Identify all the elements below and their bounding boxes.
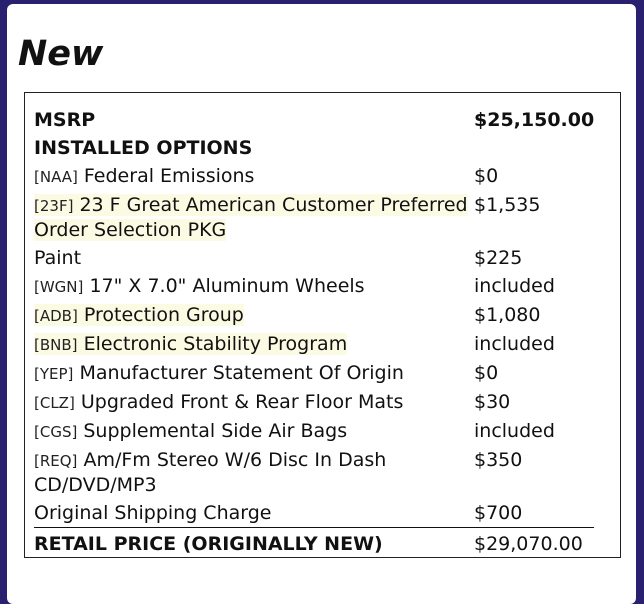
option-code: [NAA] xyxy=(34,168,78,186)
option-code: [REQ] xyxy=(34,452,78,470)
option-name: Protection Group xyxy=(83,304,244,326)
option-price: included xyxy=(474,333,555,355)
option-price: $700 xyxy=(474,502,523,524)
option-row: [23F] 23 F Great American Customer Prefe… xyxy=(34,191,594,244)
option-name: Electronic Stability Program xyxy=(83,333,348,355)
option-code: [YEP] xyxy=(34,365,74,383)
option-name: Supplemental Side Air Bags xyxy=(83,420,348,442)
msrp-value: $25,150.00 xyxy=(474,109,595,131)
options-header-row: INSTALLED OPTIONS xyxy=(34,134,594,162)
option-description: [BNB] Electronic Stability Program xyxy=(34,330,474,359)
option-price: included xyxy=(474,420,555,442)
option-code: [BNB] xyxy=(34,336,78,354)
option-row: [REQ] Am/Fm Stereo W/6 Disc In Dash CD/D… xyxy=(34,446,594,499)
option-price: $225 xyxy=(474,247,523,269)
option-code: [23F] xyxy=(34,197,74,215)
option-price: $1,535 xyxy=(474,194,541,216)
page-title: New xyxy=(18,34,104,74)
option-description: [YEP] Manufacturer Statement Of Origin xyxy=(34,359,474,388)
option-text: [YEP] Manufacturer Statement Of Origin xyxy=(34,362,404,384)
option-price: $350 xyxy=(474,449,523,471)
option-text: [WGN] 17" X 7.0" Aluminum Wheels xyxy=(34,275,365,297)
option-name: Federal Emissions xyxy=(83,165,255,187)
option-code: [WGN] xyxy=(34,278,84,296)
price-card: New MSRP $25,150.00 INSTALLED OPTIONS [N… xyxy=(7,4,636,604)
option-code: [ADB] xyxy=(34,307,78,325)
option-name: Upgraded Front & Rear Floor Mats xyxy=(80,391,404,413)
option-description: Original Shipping Charge xyxy=(34,499,474,528)
option-row: [BNB] Electronic Stability Program includ… xyxy=(34,330,594,359)
option-description: [WGN] 17" X 7.0" Aluminum Wheels xyxy=(34,272,474,301)
option-price: $30 xyxy=(474,391,511,413)
option-code: [CGS] xyxy=(34,423,78,441)
option-description: [23F] 23 F Great American Customer Prefe… xyxy=(34,191,474,244)
option-name: 17" X 7.0" Aluminum Wheels xyxy=(89,275,365,297)
option-description: [REQ] Am/Fm Stereo W/6 Disc In Dash CD/D… xyxy=(34,446,474,499)
option-name: 23 F Great American Customer Preferred O… xyxy=(34,194,468,241)
option-row: [WGN] 17" X 7.0" Aluminum Wheels included xyxy=(34,272,594,301)
option-description: [CGS] Supplemental Side Air Bags xyxy=(34,417,474,446)
retail-price-value: $29,070.00 xyxy=(474,527,595,558)
option-name: Paint xyxy=(34,247,82,269)
option-text: Paint xyxy=(34,247,81,269)
option-row: [CLZ] Upgraded Front & Rear Floor Mats $3… xyxy=(34,388,594,417)
option-text: [CGS] Supplemental Side Air Bags xyxy=(34,420,347,442)
option-name: Manufacturer Statement Of Origin xyxy=(79,362,404,384)
option-price: $0 xyxy=(474,165,499,187)
option-row: [YEP] Manufacturer Statement Of Origin $0 xyxy=(34,359,594,388)
option-name: Original Shipping Charge xyxy=(34,502,272,524)
options-header: INSTALLED OPTIONS xyxy=(34,137,253,159)
option-description: Paint xyxy=(34,244,474,272)
option-text: [ADB] Protection Group xyxy=(34,304,244,326)
option-text: [CLZ] Upgraded Front & Rear Floor Mats xyxy=(34,391,403,413)
option-text: [NAA] Federal Emissions xyxy=(34,165,254,187)
sticker-box: MSRP $25,150.00 INSTALLED OPTIONS [NAA] … xyxy=(24,92,621,558)
option-description: [CLZ] Upgraded Front & Rear Floor Mats xyxy=(34,388,474,417)
retail-price-row: RETAIL PRICE (ORIGINALLY NEW) $29,070.00 xyxy=(34,527,595,558)
option-text: [BNB] Electronic Stability Program xyxy=(34,333,348,355)
option-description: [NAA] Federal Emissions xyxy=(34,162,474,191)
msrp-label: MSRP xyxy=(34,109,96,131)
option-text: [REQ] Am/Fm Stereo W/6 Disc In Dash CD/D… xyxy=(34,449,386,496)
option-text: Original Shipping Charge xyxy=(34,502,272,524)
option-price: $0 xyxy=(474,362,499,384)
msrp-row: MSRP $25,150.00 xyxy=(34,106,594,134)
retail-price-label: RETAIL PRICE (ORIGINALLY NEW) xyxy=(34,527,474,558)
option-text: [23F] 23 F Great American Customer Prefe… xyxy=(34,194,468,241)
option-price: included xyxy=(474,275,555,297)
option-row: [ADB] Protection Group $1,080 xyxy=(34,301,594,330)
option-row: Paint $225 xyxy=(34,244,594,272)
price-table: MSRP $25,150.00 INSTALLED OPTIONS [NAA] … xyxy=(34,106,595,558)
option-row: [NAA] Federal Emissions $0 xyxy=(34,162,594,191)
option-description: [ADB] Protection Group xyxy=(34,301,474,330)
option-price: $1,080 xyxy=(474,304,541,326)
option-row: [CGS] Supplemental Side Air Bags included xyxy=(34,417,594,446)
option-code: [CLZ] xyxy=(34,394,75,412)
option-name: Am/Fm Stereo W/6 Disc In Dash CD/DVD/MP3 xyxy=(34,449,387,496)
option-row: Original Shipping Charge $700 xyxy=(34,499,594,528)
